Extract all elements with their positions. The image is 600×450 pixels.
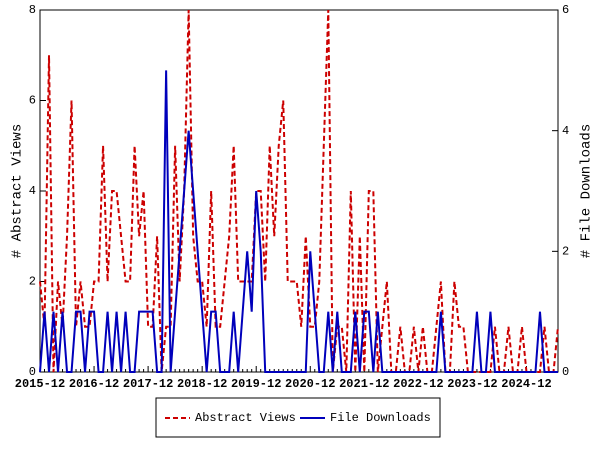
x-tick-label: 2016-12 [69,377,119,391]
x-tick-label: 2023-12 [447,377,497,391]
x-tick-label: 2021-12 [339,377,389,391]
y-tick-label: 0 [29,365,36,379]
x-tick-label: 2022-12 [393,377,443,391]
y2-tick-label: 4 [562,124,569,138]
y-tick-label: 4 [29,184,36,198]
y-tick-label: 6 [29,94,36,108]
x-tick-label: 2015-12 [15,377,65,391]
y-axis-label: # Abstract Views [10,124,26,258]
y2-tick-label: 2 [562,245,569,259]
x-tick-label: 2020-12 [285,377,335,391]
series-line [39,70,558,373]
y2-tick-label: 6 [562,3,569,17]
x-tick-label: 2019-12 [231,377,281,391]
y2-axis-label: # File Downloads [579,124,595,258]
x-tick-label: 2018-12 [177,377,227,391]
y2-tick-label: 0 [562,365,569,379]
legend-label: Abstract Views [195,411,296,425]
y-tick-label: 2 [29,275,36,289]
y-tick-label: 8 [29,3,36,17]
x-tick-label: 2024-12 [501,377,551,391]
legend-box [155,397,441,438]
x-tick-label: 2017-12 [123,377,173,391]
legend-label: File Downloads [330,411,431,425]
